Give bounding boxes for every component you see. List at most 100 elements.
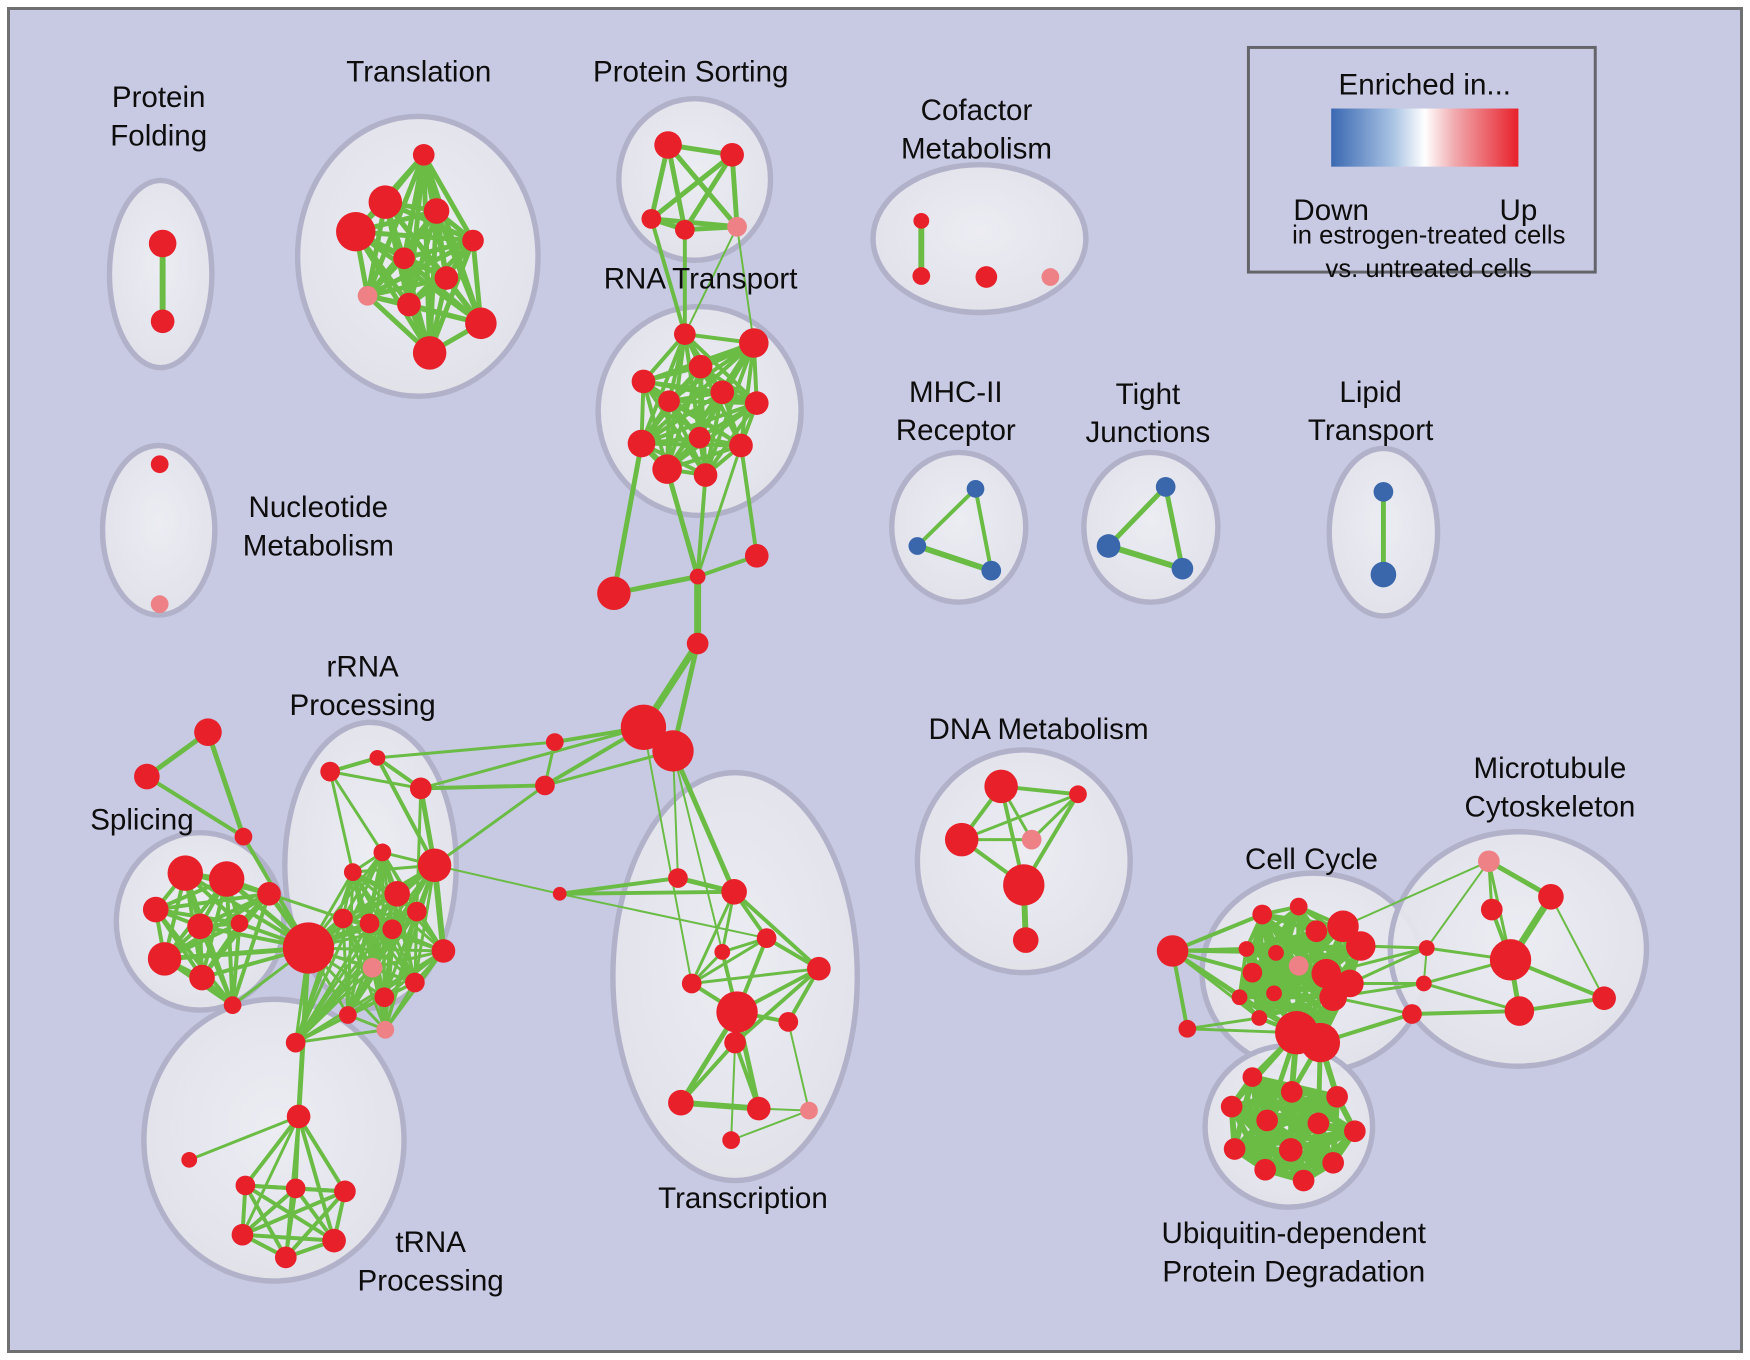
network-node-U5 [1256,1109,1278,1132]
network-node-T3 [423,198,450,224]
network-edge [365,152,427,299]
network-node-MT1 [1478,850,1500,873]
network-node-RRd [373,843,392,862]
network-edge [328,770,423,790]
network-edge [611,441,644,596]
cluster-label-ubiquitin-degradation: Ubiquitin-dependent [1162,1217,1426,1250]
network-node-CC4 [1305,920,1328,943]
network-edge [230,921,242,1008]
network-node-S9 [223,996,242,1015]
legend-up-label: Up [1500,194,1538,227]
network-edge [664,466,701,580]
network-node-RRr [285,1032,306,1053]
cluster-label-tight-junctions: Tight [1116,378,1181,411]
network-node-U1 [1242,1067,1263,1087]
network-edge [739,443,759,558]
network-edge [419,725,645,790]
cluster-label-mhc-ii-receptor: MHC-II [909,376,1003,409]
network-node-RRo [405,972,425,993]
network-node-CR [744,544,769,568]
network-node-R4 [631,369,656,394]
network-edge [730,1109,810,1142]
network-edge [733,966,821,1045]
network-edge [243,1114,301,1188]
network-node-D1 [545,733,564,751]
cluster-ellipse-mhc-ii-receptor [889,449,1029,605]
cluster-label-rrna-processing: rRNA [327,651,400,684]
network-node-CCo2 [1178,1019,1197,1038]
network-node-MT2 [1538,883,1564,910]
network-edge [294,1028,387,1045]
network-edge [365,275,449,299]
network-node-T8 [357,285,378,306]
network-node-TR8 [778,1012,799,1032]
network-node-U7 [1344,1120,1366,1143]
network-node-TR7 [716,991,758,1033]
network-node-T2 [368,185,403,219]
network-node-TN5 [231,1223,254,1246]
network-node-R1 [674,323,696,345]
network-node-RRk [406,901,427,922]
network-edge [205,729,246,840]
network-edge [690,890,736,985]
network-edge [187,1115,301,1162]
network-edge [732,889,821,971]
network-node-PS4 [674,219,695,240]
network-edge [1324,946,1429,976]
network-node-TR11 [746,1096,771,1121]
network-edge [415,786,423,914]
cluster-label-microtubule-cytoskeleton: Microtubule [1474,752,1627,785]
cluster-label-cell-cycle: Cell Cycle [1245,843,1378,876]
network-edge [1105,543,1186,572]
cluster-label-nucleotide-metabolism: Nucleotide [248,491,388,524]
network-edge [294,921,372,1045]
network-node-RRn [374,987,395,1008]
network-node-CC3 [1327,910,1359,943]
network-edge [1170,912,1265,953]
network-node-RRg [384,881,410,907]
network-node-R8 [688,426,711,449]
network-node-R5 [710,380,735,405]
network-node-TN3 [285,1178,306,1199]
network-edge [960,792,1080,842]
network-edge [294,949,445,1045]
network-edge [639,441,743,448]
cluster-label-splicing: Splicing [90,803,193,836]
cluster-label-mhc-ii-receptor: Receptor [896,414,1016,447]
network-node-PS5 [727,216,747,237]
network-node-C0 [689,568,706,585]
network-edge [401,238,476,261]
network-edge [1549,895,1606,1000]
network-layer: Protein Folding Translation Protein Sorting… [90,56,1650,1298]
network-node-MT5 [1592,986,1616,1011]
network-edge [144,774,246,839]
network-node-S3 [142,896,169,923]
cluster-label-lipid-transport: Lipid [1339,376,1401,409]
network-node-DM5 [1003,864,1045,906]
cluster-label-trna-processing: tRNA [395,1226,466,1259]
network-node-TJ1 [1155,477,1176,497]
network-node-RRe [343,863,362,881]
network-node-CL [597,576,631,611]
network-edge [1030,792,1080,842]
network-node-PF1 [148,229,177,258]
network-node-DM2 [1069,785,1087,804]
network-node-PS2 [720,143,744,167]
network-node-T9 [397,292,421,317]
network-node-CC17 [1300,1022,1341,1063]
network-edge [328,770,384,854]
network-node-MT8 [1415,975,1432,992]
network-node-CF2 [912,267,931,285]
network-node-CC2 [1289,897,1308,916]
network-nodes [134,131,1616,1269]
network-node-TN6 [322,1228,346,1253]
network-node-R12 [693,463,718,487]
network-edge [1262,1159,1337,1173]
network-edge [1244,904,1301,951]
network-node-N2 [150,595,169,613]
network-node-TN1 [181,1151,198,1168]
legend-box: Enriched in... Down Up in estrogen-treat… [1246,45,1597,283]
network-node-DM3 [944,822,979,857]
network-node-MT9 [1402,1004,1422,1024]
